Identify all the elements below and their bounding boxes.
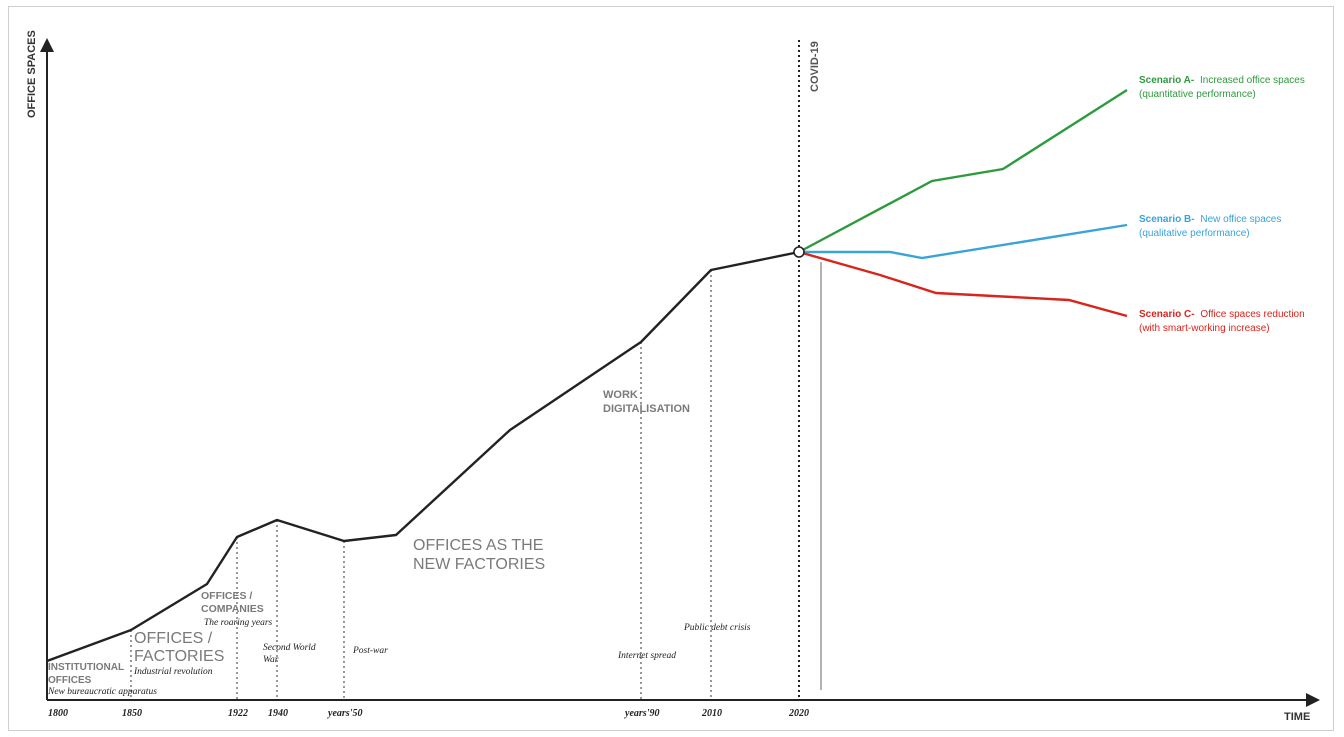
scenario-a-desc2: (quantitative performance): [1139, 89, 1256, 100]
scenario-c-desc2: (with smart-working increase): [1139, 323, 1270, 334]
tick-years90: years'90: [624, 708, 659, 719]
scenario-b-label: Scenario B- New office spaces: [1139, 214, 1281, 225]
tick-years50: years'50: [327, 708, 362, 719]
scenario-b-desc1: New office spaces: [1200, 214, 1281, 225]
x-axis-arrow: [1306, 693, 1320, 707]
tick-1940: 1940: [268, 708, 288, 719]
scenario-a-label: Scenario A- Increased office spaces: [1139, 75, 1305, 86]
tick-1922: 1922: [228, 708, 248, 719]
covid-node: [793, 246, 805, 258]
event-bureaucratic: New bureaucratic apparatus: [47, 687, 157, 697]
scenario-c-desc1: Office spaces reduction: [1200, 309, 1304, 320]
scenario-c-title: Scenario C-: [1139, 309, 1195, 320]
covid-label: COVID-19: [809, 41, 821, 92]
scenario-b-title: Scenario B-: [1139, 214, 1195, 225]
event-ww2-line1: Second World: [263, 643, 316, 653]
event-ww2-line2: War: [263, 655, 279, 665]
scenario-b-line: [799, 223, 1128, 260]
event-debt: Public debt crisis: [683, 623, 751, 633]
scenario-b-desc2: (qualitative performance): [1139, 228, 1250, 239]
era-factories-line1: OFFICES /: [134, 630, 213, 647]
era-companies-line2: COMPANIES: [201, 603, 264, 615]
era-new-factories-line1: OFFICES AS THE: [413, 537, 543, 554]
tick-1850: 1850: [122, 708, 142, 719]
office-spaces-line: [46, 250, 800, 663]
y-axis-arrow: [40, 38, 54, 52]
era-new-factories-line2: NEW FACTORIES: [413, 556, 545, 573]
era-institutional-line1: INSTITUTIONAL: [48, 662, 124, 673]
era-digitalisation-line1: WORK: [603, 389, 638, 401]
era-factories-line2: FACTORIES: [134, 648, 224, 665]
diagram-frame: [8, 6, 1334, 731]
tick-2010: 2010: [701, 708, 722, 719]
scenario-c-line: [798, 250, 1128, 318]
era-digitalisation-line2: DIGITALISATION: [603, 403, 690, 415]
tick-2020: 2020: [788, 708, 809, 719]
event-roaring: The roaring years: [204, 618, 273, 628]
era-companies-line1: OFFICES /: [201, 590, 252, 602]
era-institutional-line2: OFFICES: [48, 675, 92, 686]
x-axis-label: TIME: [1284, 711, 1310, 723]
scenario-a-desc1: Increased office spaces: [1200, 75, 1305, 86]
scenario-a-line: [798, 88, 1128, 254]
event-industrial: Industrial revolution: [133, 667, 213, 677]
scenario-c-label: Scenario C- Office spaces reduction: [1139, 309, 1305, 320]
tick-1800: 1800: [48, 708, 68, 719]
y-axis-label: OFFICE SPACES: [26, 30, 38, 118]
scenario-a-title: Scenario A-: [1139, 75, 1194, 86]
event-postwar: Post-war: [352, 646, 388, 656]
event-internet: Internet spread: [617, 651, 676, 661]
